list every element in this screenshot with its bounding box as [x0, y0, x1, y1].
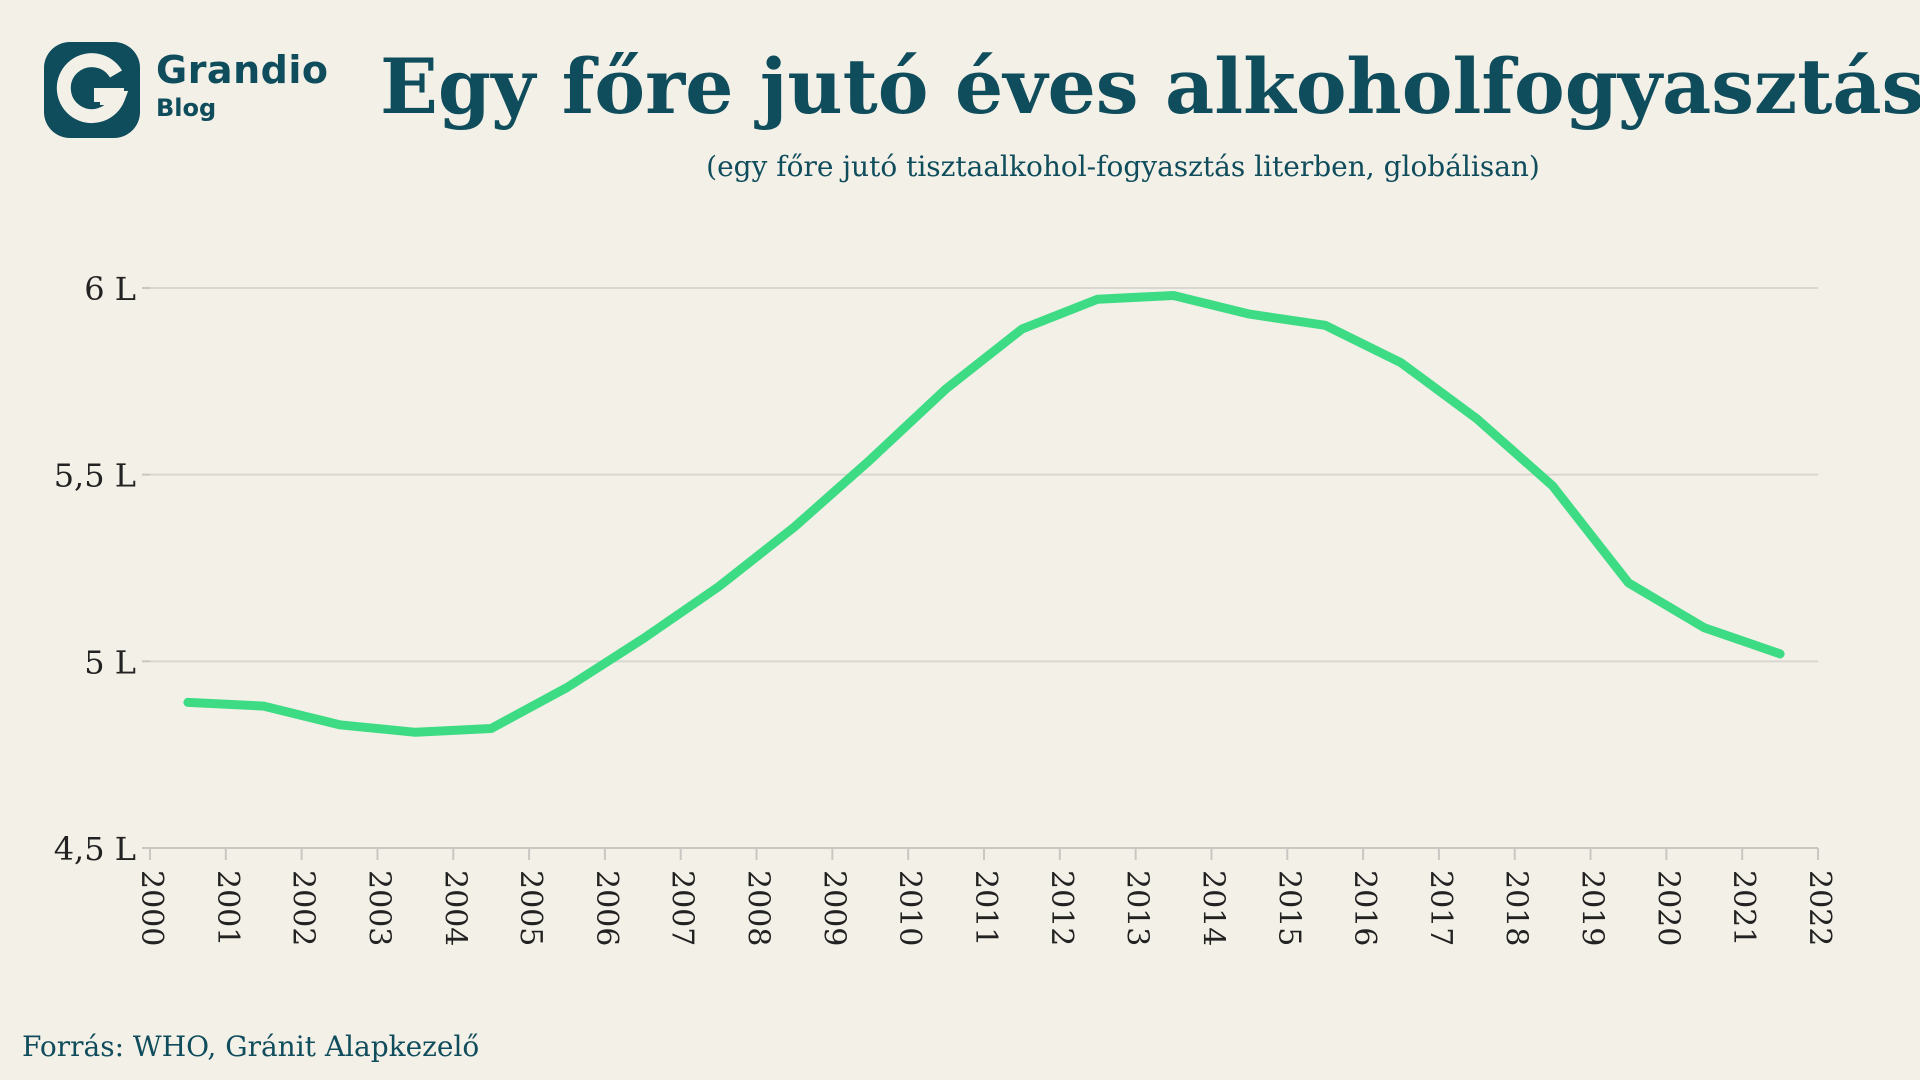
x-tick-label: 2001: [210, 870, 245, 946]
source-note: Forrás: WHO, Gránit Alapkezelő: [22, 1030, 480, 1063]
x-tick-label: 2008: [741, 870, 776, 946]
x-tick-label: 2002: [286, 870, 321, 946]
grandio-logo: Grandio Blog: [44, 42, 364, 142]
x-tick-label: 2010: [892, 870, 927, 946]
logo-sub: Blog: [156, 94, 217, 122]
x-tick-label: 2022: [1802, 870, 1837, 946]
x-tick-label: 2007: [665, 870, 700, 946]
x-tick-label: 2006: [589, 870, 624, 946]
y-tick-label: 6 L: [84, 270, 136, 308]
x-tick-label: 2011: [968, 870, 1003, 946]
y-tick-label: 5 L: [84, 643, 136, 681]
y-tick-label: 5,5 L: [54, 457, 136, 495]
x-tick-label: 2014: [1195, 870, 1230, 946]
y-tick-label: 4,5 L: [54, 830, 136, 868]
x-tick-label: 2021: [1726, 870, 1761, 946]
x-tick-label: 2004: [437, 870, 472, 946]
grandio-g-logo-icon: [44, 42, 140, 138]
x-tick-label: 2003: [361, 870, 396, 946]
x-tick-label: 2020: [1650, 870, 1685, 946]
x-tick-label: 2016: [1347, 870, 1382, 946]
x-tick-label: 2015: [1271, 870, 1306, 946]
series-line: [183, 291, 1785, 737]
logo-name: Grandio: [156, 48, 329, 92]
chart-title: Egy főre jutó éves alkoholfogyasztás: [380, 42, 1920, 131]
x-tick-label: 2013: [1120, 870, 1155, 946]
chart-subtitle: (egy főre jutó tisztaalkohol-fogyasztás …: [706, 150, 1540, 183]
x-tick-label: 2000: [134, 870, 169, 946]
x-tick-label: 2009: [816, 870, 851, 946]
x-tick-label: 2017: [1423, 870, 1458, 946]
x-tick-label: 2018: [1499, 870, 1534, 946]
x-tick-label: 2012: [1044, 870, 1079, 946]
x-tick-label: 2005: [513, 870, 548, 946]
x-tick-label: 2019: [1575, 870, 1610, 946]
